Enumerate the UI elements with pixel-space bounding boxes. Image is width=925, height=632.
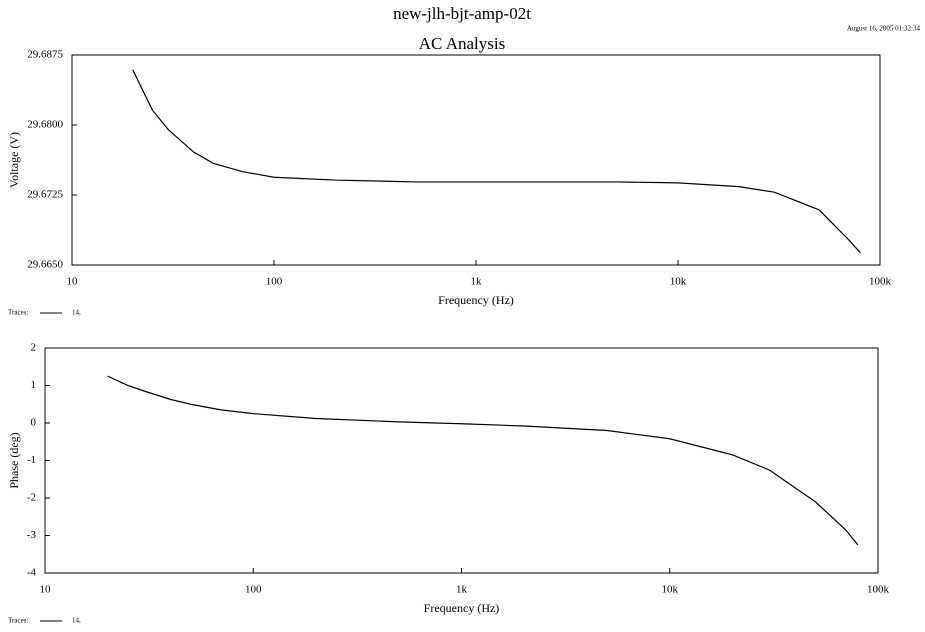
- chart-subtitle: AC Analysis: [419, 34, 505, 53]
- x-axis-label: Frequency (Hz): [438, 293, 514, 307]
- x-axis-label: Frequency (Hz): [424, 601, 500, 615]
- y-tick-label: 2: [31, 342, 37, 354]
- y-tick-label: -3: [27, 529, 37, 541]
- y-tick-label: 1: [31, 379, 37, 391]
- x-tick-label: 10: [40, 584, 52, 596]
- data-line: [132, 69, 861, 254]
- x-tick-label: 1k: [456, 584, 468, 596]
- plot-frame: [71, 54, 881, 266]
- x-tick-label: 10k: [662, 584, 679, 596]
- x-tick-label: 100k: [869, 276, 892, 288]
- x-tick-label: 100k: [867, 584, 890, 596]
- y-axis-label: Phase (deg): [7, 432, 21, 488]
- legend-title: Traces:: [8, 309, 28, 317]
- x-tick-label: 100: [245, 584, 262, 596]
- legend-label: 14,: [72, 617, 81, 625]
- y-tick-label: 29.6875: [27, 49, 63, 61]
- x-tick-label: 10: [67, 276, 79, 288]
- y-tick-label: -1: [27, 454, 36, 466]
- y-tick-label: -4: [27, 567, 37, 579]
- y-tick-label: 29.6725: [27, 189, 63, 201]
- legend-title: Traces:: [8, 617, 28, 625]
- x-tick-label: 1k: [471, 276, 483, 288]
- timestamp: August 16, 2005 01:32:34: [847, 25, 921, 33]
- y-tick-label: -2: [27, 492, 36, 504]
- y-axis-label: Voltage (V): [7, 132, 21, 188]
- y-tick-label: 29.6650: [27, 259, 63, 271]
- x-tick-label: 100: [266, 276, 283, 288]
- plot-frame: [44, 347, 879, 574]
- chart-title: new-jlh-bjt-amp-02t: [393, 4, 531, 23]
- data-line: [107, 375, 859, 546]
- y-tick-label: 29.6800: [27, 119, 63, 131]
- legend-label: 14,: [72, 309, 81, 317]
- y-tick-label: 0: [31, 417, 37, 429]
- x-tick-label: 10k: [670, 276, 687, 288]
